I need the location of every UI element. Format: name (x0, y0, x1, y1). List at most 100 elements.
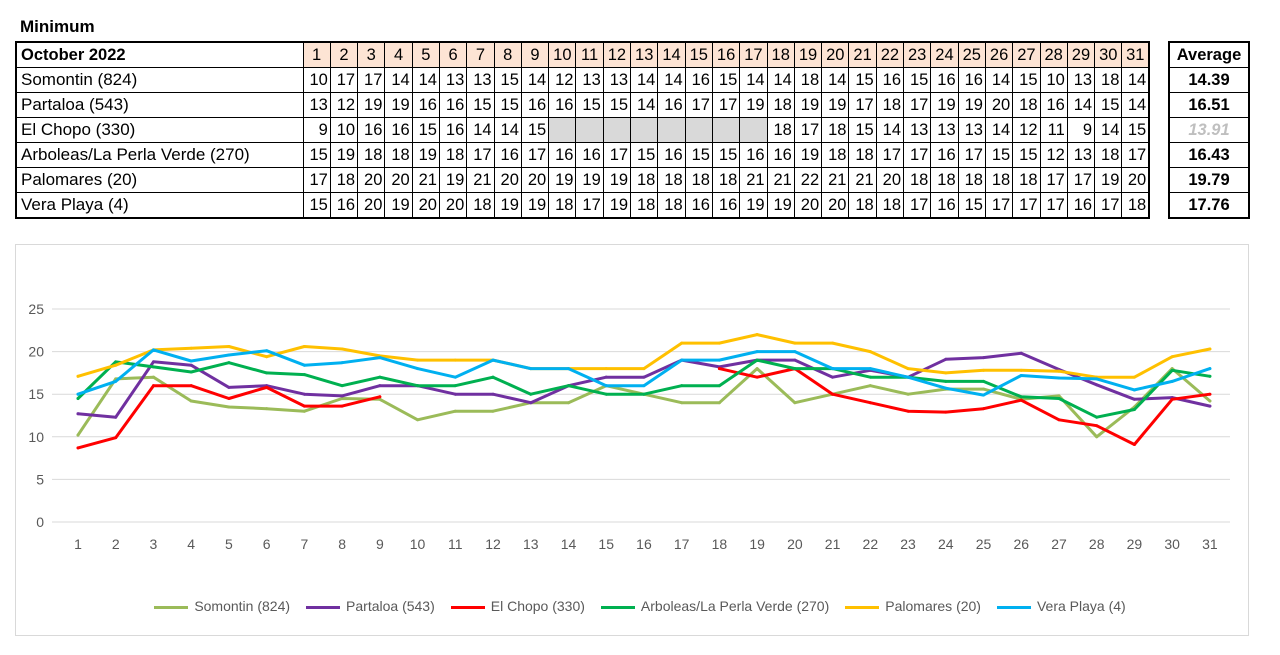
temperature-cell: 17 (602, 142, 632, 168)
data-point (76, 412, 80, 416)
legend-label: Vera Playa (4) (1036, 598, 1126, 614)
data-point (944, 410, 948, 414)
temperature-cell: 18 (329, 167, 359, 193)
data-point (1132, 388, 1136, 392)
data-point (227, 405, 231, 409)
average-table: Average 14.39 16.51 13.91 16.43 19.79 17.76 (1168, 41, 1250, 219)
x-tick-label: 17 (674, 536, 690, 552)
data-point (453, 409, 457, 413)
data-point (793, 350, 797, 354)
data-point (906, 375, 910, 379)
chart-legend: Somontin (824) Partaloa (543) El Chopo (33… (0, 598, 1280, 614)
temperature-cell: 18 (821, 117, 850, 143)
temperature-cell: 18 (984, 167, 1014, 193)
average-header-cell: Average (1168, 41, 1250, 68)
data-point (491, 358, 495, 362)
x-tick-label: 20 (787, 536, 803, 552)
x-tick-label: 31 (1202, 536, 1218, 552)
data-point (491, 375, 495, 379)
data-point (1095, 377, 1099, 381)
data-point (604, 367, 608, 371)
temperature-cell: 19 (739, 92, 768, 118)
data-point (793, 341, 797, 345)
data-point (151, 365, 155, 369)
temperature-cell: 17 (520, 142, 550, 168)
temperature-cell: 14 (821, 67, 850, 93)
day-header-cell: 14 (657, 41, 686, 68)
temperature-cell: 22 (793, 167, 823, 193)
day-header-cell: 30 (1094, 41, 1123, 68)
average-value-cell: 17.76 (1168, 192, 1250, 219)
data-point (340, 404, 344, 408)
temperature-cell: 12 (1039, 142, 1068, 168)
day-header-cell: 23 (903, 41, 932, 68)
temperature-cell: 21 (411, 167, 440, 193)
table-row: Vera Playa (4) 15 16 20 19 20 20 18 19 19 18 17 19 18… (15, 192, 1150, 219)
data-point (265, 385, 269, 389)
temperature-cell: 17 (903, 142, 932, 168)
series-line (76, 348, 1212, 397)
temperature-cell: 17 (1039, 192, 1068, 219)
average-value-cell: 16.51 (1168, 92, 1250, 118)
temperature-cell: 18 (1012, 167, 1041, 193)
day-header-cell: 4 (384, 41, 413, 68)
x-tick-label: 24 (938, 536, 954, 552)
data-point (114, 379, 118, 383)
y-tick-label: 25 (28, 301, 44, 317)
temperature-cell: 13 (1066, 67, 1096, 93)
temperature-cell: 20 (1121, 167, 1150, 193)
temperature-cell: 21 (848, 167, 877, 193)
data-point (1208, 399, 1212, 403)
temperature-cell: 20 (357, 167, 386, 193)
x-tick-label: 28 (1089, 536, 1105, 552)
legend-item: Vera Playa (4) (996, 598, 1126, 614)
data-point (302, 409, 306, 413)
temperature-cell: 17 (875, 142, 905, 168)
temperature-cell: 14 (984, 117, 1014, 143)
data-point (1057, 418, 1061, 422)
temperature-cell: 18 (766, 92, 795, 118)
data-point (151, 348, 155, 352)
data-point (189, 359, 193, 363)
data-point (302, 392, 306, 396)
data-point (227, 344, 231, 348)
data-point (302, 404, 306, 408)
temperature-cell: 20 (875, 167, 905, 193)
temperature-cell: 15 (1094, 92, 1123, 118)
temperature-cell: 19 (493, 192, 522, 219)
data-point (868, 384, 872, 388)
data-point (453, 375, 457, 379)
temperature-cell: 14 (1066, 92, 1096, 118)
data-point (227, 385, 231, 389)
x-tick-label: 12 (485, 536, 501, 552)
data-point (868, 367, 872, 371)
data-point (114, 415, 118, 419)
temperature-cell: 17 (903, 92, 932, 118)
y-tick-label: 10 (28, 429, 44, 445)
temperature-cell: 14 (1121, 67, 1150, 93)
page-heading: Minimum (20, 17, 95, 36)
data-point (1170, 379, 1174, 383)
day-header-cell: 8 (493, 41, 522, 68)
data-point (831, 375, 835, 379)
legend-label: Somontin (824) (194, 598, 291, 614)
average-value-cell: 13.91 (1168, 117, 1250, 143)
temperature-cell: 20 (384, 167, 413, 193)
data-point (717, 384, 721, 388)
day-header-cell: 29 (1066, 41, 1096, 68)
x-tick-label: 1 (74, 536, 82, 552)
temperature-cell: 17 (957, 142, 986, 168)
data-point (453, 392, 457, 396)
data-point (680, 401, 684, 405)
station-name-cell: Partaloa (543) (15, 92, 304, 118)
series-line (76, 333, 1212, 379)
data-point (1095, 424, 1099, 428)
average-value-cell: 19.79 (1168, 167, 1250, 193)
temperature-cell: 15 (711, 142, 741, 168)
data-point (755, 375, 759, 379)
series-line (717, 367, 1212, 446)
x-tick-label: 13 (523, 536, 539, 552)
data-point (868, 375, 872, 379)
data-point (566, 384, 570, 388)
